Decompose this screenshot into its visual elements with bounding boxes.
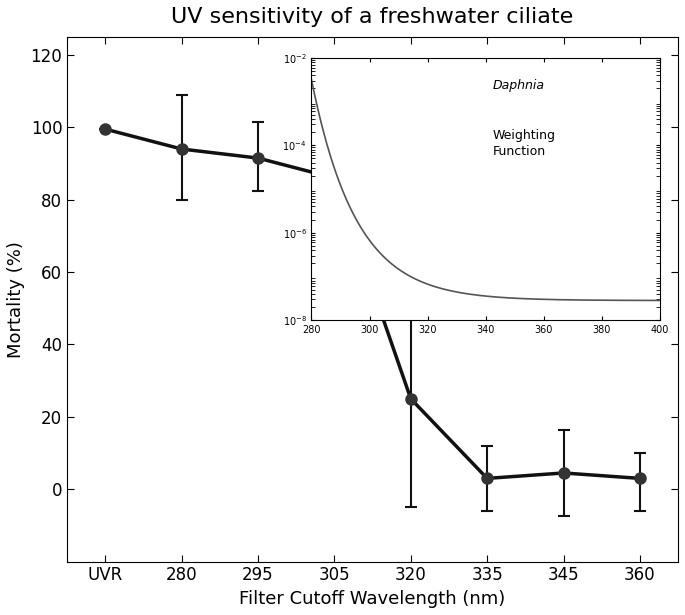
Title: UV sensitivity of a freshwater ciliate: UV sensitivity of a freshwater ciliate [171,7,574,27]
X-axis label: Filter Cutoff Wavelength (nm): Filter Cutoff Wavelength (nm) [240,590,506,608]
Y-axis label: Mortality (%): Mortality (%) [7,241,25,358]
